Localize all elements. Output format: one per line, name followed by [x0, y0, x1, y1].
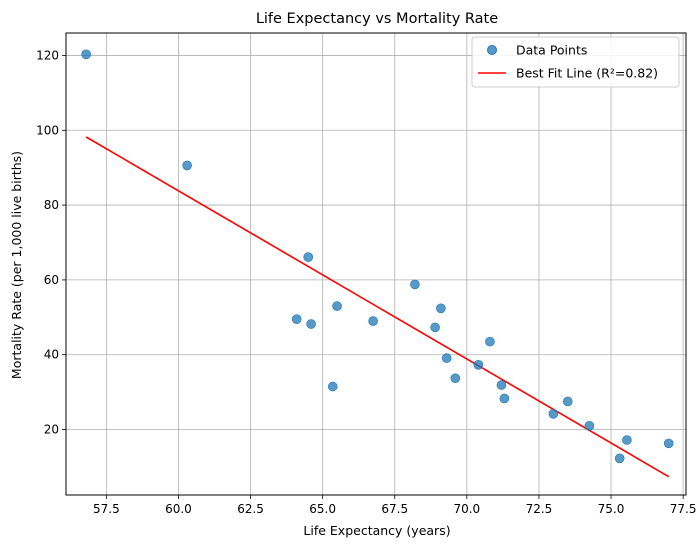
data-point [410, 279, 420, 290]
x-tick-label: 65.0 [309, 502, 336, 516]
x-tick-label: 77.5 [670, 502, 697, 516]
x-tick-label: 67.5 [381, 502, 408, 516]
x-tick-label: 70.0 [453, 502, 480, 516]
legend: Data Points Best Fit Line (R²=0.82) [471, 36, 680, 88]
legend-label-data-points: Data Points [516, 43, 587, 58]
best-fit-line [85, 136, 670, 478]
data-point [430, 322, 440, 333]
data-point [291, 314, 302, 324]
data-point [473, 360, 484, 370]
data-point [450, 373, 461, 384]
best-fit-line-layer [85, 136, 670, 478]
data-point [548, 409, 559, 419]
x-tick-label: 57.5 [93, 502, 120, 516]
y-tick-label: 120 [36, 48, 59, 62]
data-point [327, 381, 338, 392]
data-point [332, 301, 342, 311]
grid [66, 33, 686, 495]
data-point [499, 393, 510, 404]
data-point [182, 160, 192, 171]
plot-frame [65, 32, 687, 496]
data-point [81, 49, 91, 60]
y-tick-label: 60 [44, 273, 59, 287]
x-axis-ticks: 57.5 60.0 62.5 65.0 67.5 70.0 72.5 75.0 77.5 [93, 495, 696, 516]
x-tick-label: 75.0 [598, 502, 625, 516]
chart-title: Life Expectancy vs Mortality Rate [256, 11, 498, 27]
legend-label-best-fit: Best Fit Line (R²=0.82) [516, 66, 658, 81]
y-tick-label: 100 [36, 123, 59, 137]
data-point [441, 353, 452, 363]
y-axis-ticks: 20 40 60 80 100 120 [36, 48, 66, 437]
data-point [368, 316, 378, 326]
y-axis-label: Mortality Rate (per 1,000 live births) [9, 151, 24, 379]
data-points-layer [81, 49, 674, 464]
data-point [485, 336, 495, 347]
x-tick-label: 62.5 [237, 502, 264, 516]
y-tick-label: 40 [44, 348, 59, 362]
data-point [496, 380, 507, 390]
legend-scatter-marker [487, 45, 497, 55]
data-point [663, 438, 674, 449]
y-tick-label: 20 [44, 423, 59, 437]
data-point [436, 303, 446, 314]
data-point [562, 396, 573, 407]
legend-box [471, 36, 680, 88]
y-tick-label: 80 [44, 198, 59, 212]
x-tick-label: 60.0 [165, 502, 192, 516]
data-point [622, 435, 632, 445]
data-point [306, 319, 316, 329]
data-point [584, 420, 595, 431]
data-point [303, 252, 314, 262]
x-tick-label: 72.5 [526, 502, 553, 516]
data-point [614, 453, 625, 464]
x-axis-label: Life Expectancy (years) [303, 523, 450, 538]
